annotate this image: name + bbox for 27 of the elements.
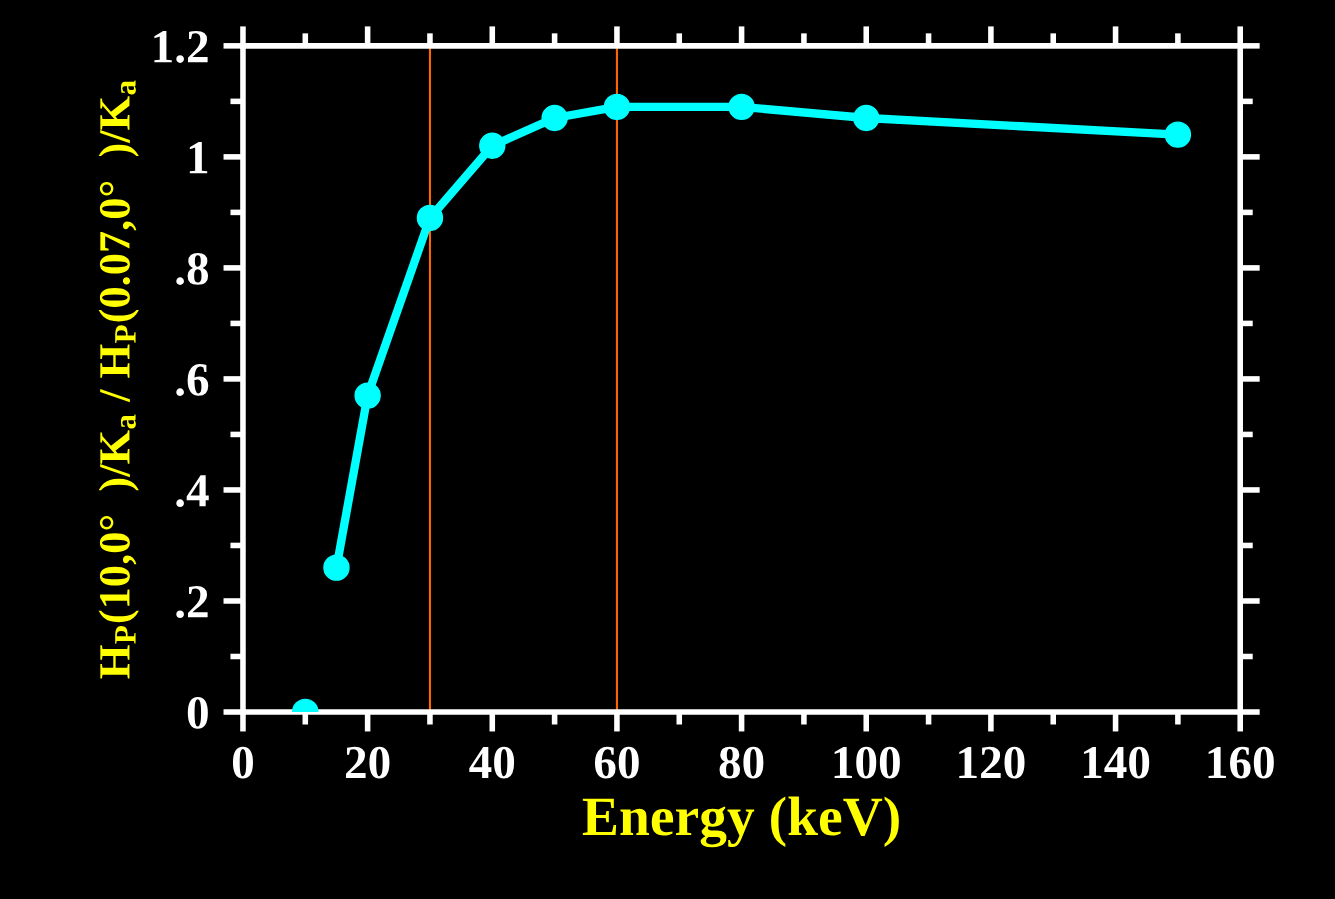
x-axis-title: Energy (keV) <box>582 796 899 848</box>
y-tick-label: 1 <box>189 142 208 174</box>
x-tick-label: 140 <box>1083 746 1150 779</box>
x-tick-label: 160 <box>1208 746 1274 779</box>
y-tick-label: .2 <box>176 586 208 619</box>
y-tick-label: .8 <box>176 252 209 285</box>
x-tick-label: 20 <box>346 746 390 779</box>
point <box>416 204 444 232</box>
x-tick-label: 60 <box>594 746 639 779</box>
y-tick-label: .4 <box>176 475 209 508</box>
point <box>728 93 755 121</box>
y-axis-title: H$_{P}$(10,0° )/K$_{a}$ / H$_{P}$(0.07,0° )/K$_{a}$ <box>98 80 139 679</box>
y-tick-label: .6 <box>176 364 209 396</box>
x-tick-label: 120 <box>959 746 1025 779</box>
point <box>479 132 506 159</box>
y-tick-label: 0 <box>187 696 208 729</box>
point <box>323 554 350 581</box>
point <box>603 93 631 121</box>
x-tick-label: 0 <box>232 746 253 779</box>
x-tick-label: 40 <box>469 746 515 779</box>
point <box>853 104 880 132</box>
point <box>541 104 568 132</box>
point <box>354 382 381 409</box>
x-tick-label: 100 <box>834 746 900 779</box>
x-tick-label: 80 <box>719 746 764 779</box>
point <box>1164 121 1192 148</box>
y-tick-label: 1.2 <box>154 30 208 63</box>
